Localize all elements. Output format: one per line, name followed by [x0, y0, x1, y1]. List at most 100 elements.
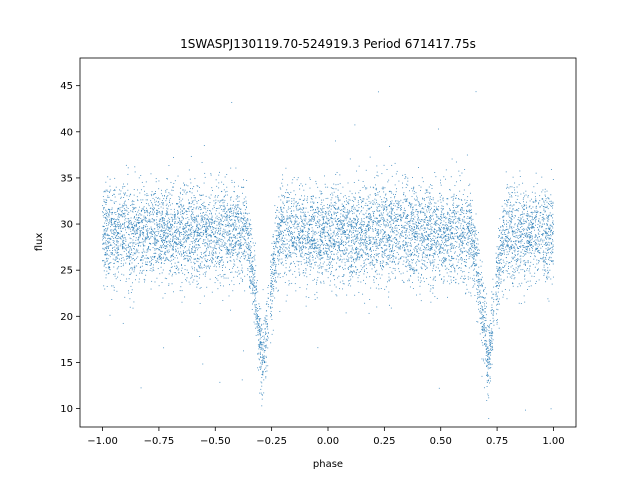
- data-point: [361, 269, 363, 271]
- data-point: [158, 211, 160, 213]
- data-point: [165, 215, 166, 217]
- data-point: [220, 224, 222, 226]
- data-point: [414, 232, 416, 234]
- data-point: [488, 327, 490, 329]
- data-point: [442, 227, 444, 229]
- data-point: [110, 252, 112, 253]
- data-point: [503, 270, 504, 272]
- data-point: [525, 246, 527, 248]
- data-point: [479, 292, 481, 294]
- data-point: [159, 253, 161, 255]
- data-point: [356, 224, 357, 226]
- data-point: [386, 248, 388, 250]
- data-point: [458, 170, 460, 172]
- data-point: [209, 202, 211, 203]
- data-point: [181, 264, 182, 265]
- data-point: [221, 239, 223, 241]
- data-point: [163, 256, 165, 258]
- data-point: [410, 220, 412, 222]
- data-point: [173, 243, 175, 245]
- data-point: [321, 257, 323, 259]
- data-point: [124, 204, 126, 206]
- data-point: [479, 300, 481, 302]
- data-point: [210, 235, 212, 236]
- data-point: [244, 217, 246, 219]
- data-point: [237, 254, 239, 256]
- data-point: [508, 247, 510, 248]
- data-point: [159, 256, 161, 258]
- data-point: [161, 210, 163, 212]
- data-point: [502, 225, 503, 226]
- data-point: [179, 226, 181, 228]
- data-point: [131, 201, 133, 203]
- data-point: [543, 206, 545, 207]
- data-point: [292, 224, 294, 226]
- data-point: [496, 281, 498, 283]
- data-point: [341, 220, 343, 222]
- data-point: [329, 240, 331, 241]
- data-point: [285, 262, 287, 264]
- data-point: [513, 230, 515, 232]
- data-point: [498, 274, 500, 276]
- data-point: [219, 200, 221, 202]
- data-point: [497, 271, 498, 272]
- data-point: [407, 177, 409, 179]
- data-point: [326, 217, 328, 219]
- data-point: [498, 254, 500, 256]
- data-point: [239, 243, 241, 245]
- data-point: [259, 343, 261, 345]
- data-point: [185, 224, 186, 226]
- data-point: [236, 228, 238, 230]
- data-point: [524, 234, 526, 236]
- data-point: [309, 240, 311, 242]
- data-point: [523, 237, 525, 238]
- data-point: [107, 234, 109, 236]
- data-point: [376, 246, 378, 248]
- data-point: [428, 248, 429, 250]
- data-point: [293, 241, 295, 243]
- data-point: [313, 208, 314, 210]
- data-point: [242, 270, 244, 272]
- data-point: [221, 208, 222, 210]
- data-point: [392, 246, 394, 248]
- data-point: [184, 296, 186, 298]
- data-point: [151, 280, 153, 282]
- data-point: [430, 246, 432, 247]
- data-point: [307, 233, 309, 235]
- data-point: [504, 289, 506, 290]
- data-point: [417, 219, 419, 221]
- data-point: [447, 240, 449, 242]
- data-point: [186, 230, 188, 232]
- data-point: [421, 235, 423, 237]
- data-point: [491, 304, 493, 306]
- data-point: [304, 262, 306, 264]
- data-point: [195, 249, 196, 251]
- data-point: [184, 235, 186, 236]
- data-point: [368, 228, 370, 230]
- data-point: [185, 193, 187, 195]
- data-point: [457, 237, 459, 239]
- data-point: [414, 247, 416, 249]
- data-point: [223, 189, 225, 191]
- data-point: [302, 226, 304, 227]
- data-point: [117, 222, 118, 224]
- data-point: [332, 194, 334, 196]
- data-point: [291, 198, 293, 200]
- data-point: [550, 408, 552, 410]
- data-point: [178, 222, 180, 223]
- data-point: [487, 350, 489, 352]
- data-point: [243, 255, 245, 257]
- data-point: [229, 225, 231, 227]
- data-point: [288, 284, 290, 286]
- data-point: [231, 247, 233, 248]
- data-point: [415, 199, 417, 201]
- data-point: [419, 219, 421, 221]
- data-point: [252, 281, 254, 283]
- data-point: [224, 244, 226, 246]
- data-point: [224, 225, 226, 227]
- data-point: [318, 249, 320, 251]
- data-point: [390, 212, 392, 214]
- data-point: [174, 216, 176, 218]
- data-point: [407, 180, 409, 182]
- data-point: [520, 214, 522, 215]
